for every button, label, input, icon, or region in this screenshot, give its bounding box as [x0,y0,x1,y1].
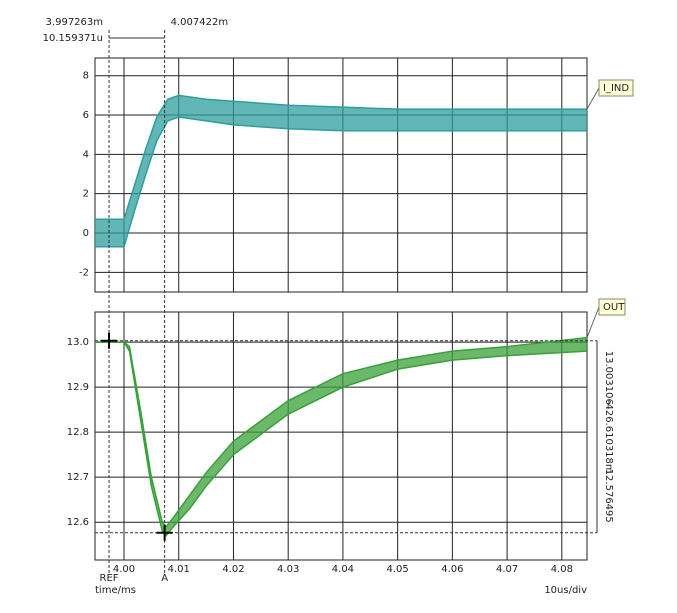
y-tick-label: 2 [83,189,89,200]
y-cursor-label: 12.576495 [603,469,614,523]
x-tick-label: 4.02 [222,564,244,575]
y-tick-label: 13.0 [67,337,89,348]
x-tick-label: 4.00 [113,564,135,575]
trace-fill [95,95,587,247]
y-tick-label: 6 [83,110,89,121]
cursor-cross [156,524,173,541]
x-tick-label: 4.08 [551,564,573,575]
x-cursor-value: 4.007422m [171,17,228,28]
label-leader [586,306,600,338]
x-tick-label: 4.06 [441,564,463,575]
y-cursor-label: 13.003106 [603,351,614,405]
y-tick-label: 0 [83,228,89,239]
trace-envelope [95,116,587,248]
trace-label: I_IND [603,83,629,94]
x-tick-label: 4.05 [387,564,409,575]
y-tick-label: 8 [83,71,89,82]
trace-fill [95,337,587,536]
trace-label: OUT [603,302,625,313]
trace-envelope [95,94,587,220]
y-tick-label: 12.7 [67,472,89,483]
x-tick-label: 4.04 [332,564,354,575]
x-cursor-name: A [161,573,168,584]
y-tick-label: 12.9 [67,382,89,393]
trace-label-box [598,298,626,316]
y-tick-label: 12.6 [67,517,89,528]
scale-label: 10us/div [544,585,587,596]
cursor-cross [101,332,118,349]
x-cursor-value: 3.997263m [46,17,103,28]
label-leader [586,87,600,110]
x-cursor-delta: 10.159371u [43,33,103,44]
plot-frame [94,311,588,561]
trace-label-box [598,79,634,97]
y-tick-label: 12.8 [67,427,89,438]
y-tick-label: 4 [83,149,89,160]
trace-envelope [95,336,588,528]
x-tick-label: 4.03 [277,564,299,575]
x-tick-label: 4.01 [168,564,190,575]
plot-frame [94,57,588,293]
x-tick-label: 4.07 [496,564,518,575]
x-cursor-name: REF [100,573,119,584]
y-cursor-delta: -426.610318m [603,400,614,474]
trace-envelope [95,341,588,537]
x-axis-label: time/ms [95,585,136,596]
y-tick-label: -2 [79,267,89,278]
